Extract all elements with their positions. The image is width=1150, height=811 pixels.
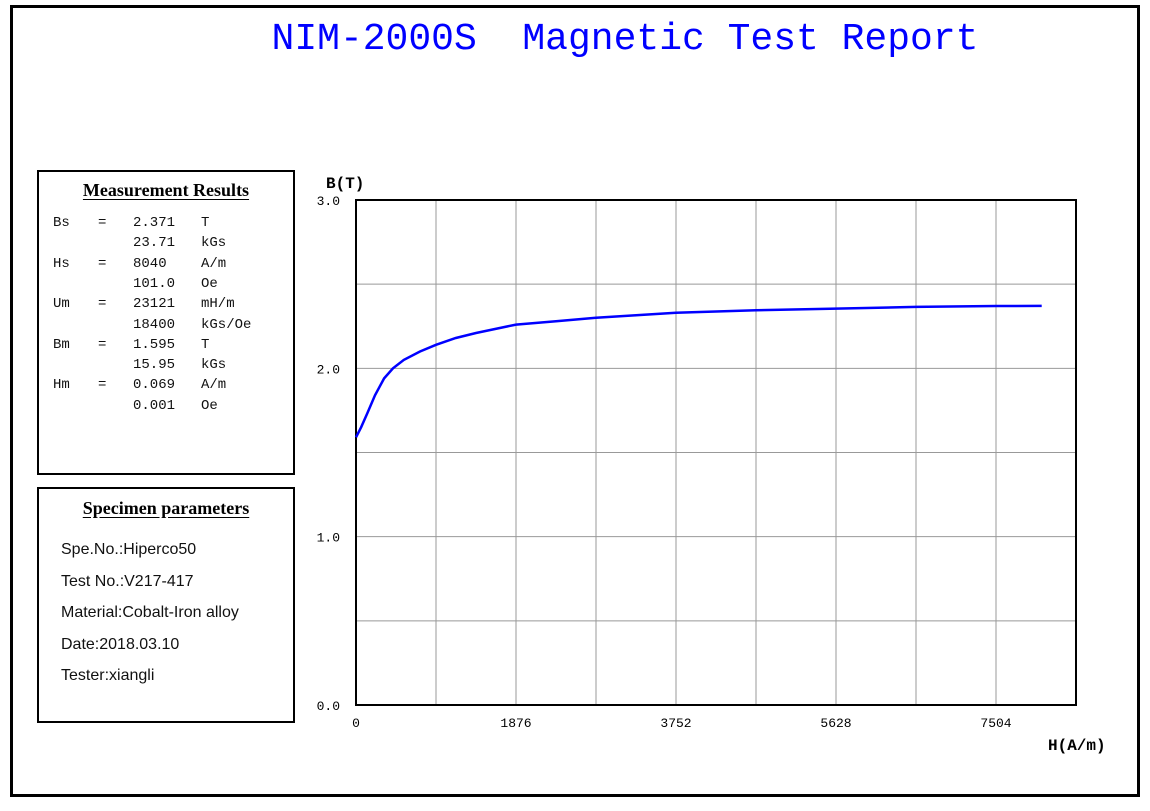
- measurement-value: 23.71: [133, 235, 176, 252]
- measurement-unit: mH/m: [201, 296, 235, 313]
- measurement-value: 23121: [133, 296, 176, 313]
- measurement-unit: kGs: [201, 357, 227, 374]
- measurement-unit: kGs: [201, 235, 227, 252]
- measurement-eq: =: [98, 255, 107, 272]
- measurement-eq: =: [98, 215, 107, 231]
- measurement-eq: =: [98, 336, 107, 353]
- measurement-eq: =: [98, 377, 107, 394]
- specimen-row: Spe.No.:Hiperco50: [61, 541, 197, 558]
- measurement-results-heading: Measurement Results: [82, 180, 250, 200]
- measurement-unit: A/m: [201, 377, 227, 394]
- measurement-value: 15.95: [133, 357, 176, 374]
- measurement-name: Hs: [53, 255, 70, 272]
- measurement-value: 18400: [133, 316, 176, 333]
- measurement-name: Bs: [53, 215, 70, 231]
- specimen-parameters-heading: Specimen parameters: [82, 498, 250, 518]
- measurement-name: Bm: [53, 336, 70, 353]
- measurement-results-panel: Measurement Results Bs = 2.371 T 23.71 kGs Hs =…: [37, 170, 295, 475]
- measurement-name: Hm: [53, 377, 70, 394]
- measurement-unit: Oe: [201, 397, 218, 414]
- measurement-value: 0.069: [133, 377, 176, 394]
- measurement-value: 2.371: [133, 215, 176, 231]
- measurement-value: 1.595: [133, 336, 176, 353]
- specimen-row: Material:Cobalt-Iron alloy: [61, 604, 239, 621]
- measurement-value: 0.001: [133, 397, 176, 414]
- specimen-parameters-panel: Specimen parameters Spe.No.:Hiperco50 Tes…: [37, 487, 295, 723]
- report-title: NIM-2000S Magnetic Test Report: [271, 18, 979, 61]
- measurement-unit: T: [201, 215, 210, 231]
- measurement-value: 101.0: [133, 275, 176, 292]
- specimen-row: Date:2018.03.10: [61, 635, 180, 653]
- measurement-eq: =: [98, 296, 107, 313]
- measurement-value: 8040: [133, 255, 167, 272]
- measurement-unit: Oe: [201, 275, 218, 292]
- measurement-name: Um: [53, 296, 70, 313]
- specimen-row: Tester:xiangli: [61, 667, 155, 684]
- measurement-unit: T: [201, 336, 210, 353]
- measurement-unit: kGs/Oe: [201, 316, 252, 333]
- specimen-row: Test No.:V217-417: [61, 572, 194, 590]
- measurement-unit: A/m: [201, 255, 227, 272]
- report-frame: [10, 5, 1140, 797]
